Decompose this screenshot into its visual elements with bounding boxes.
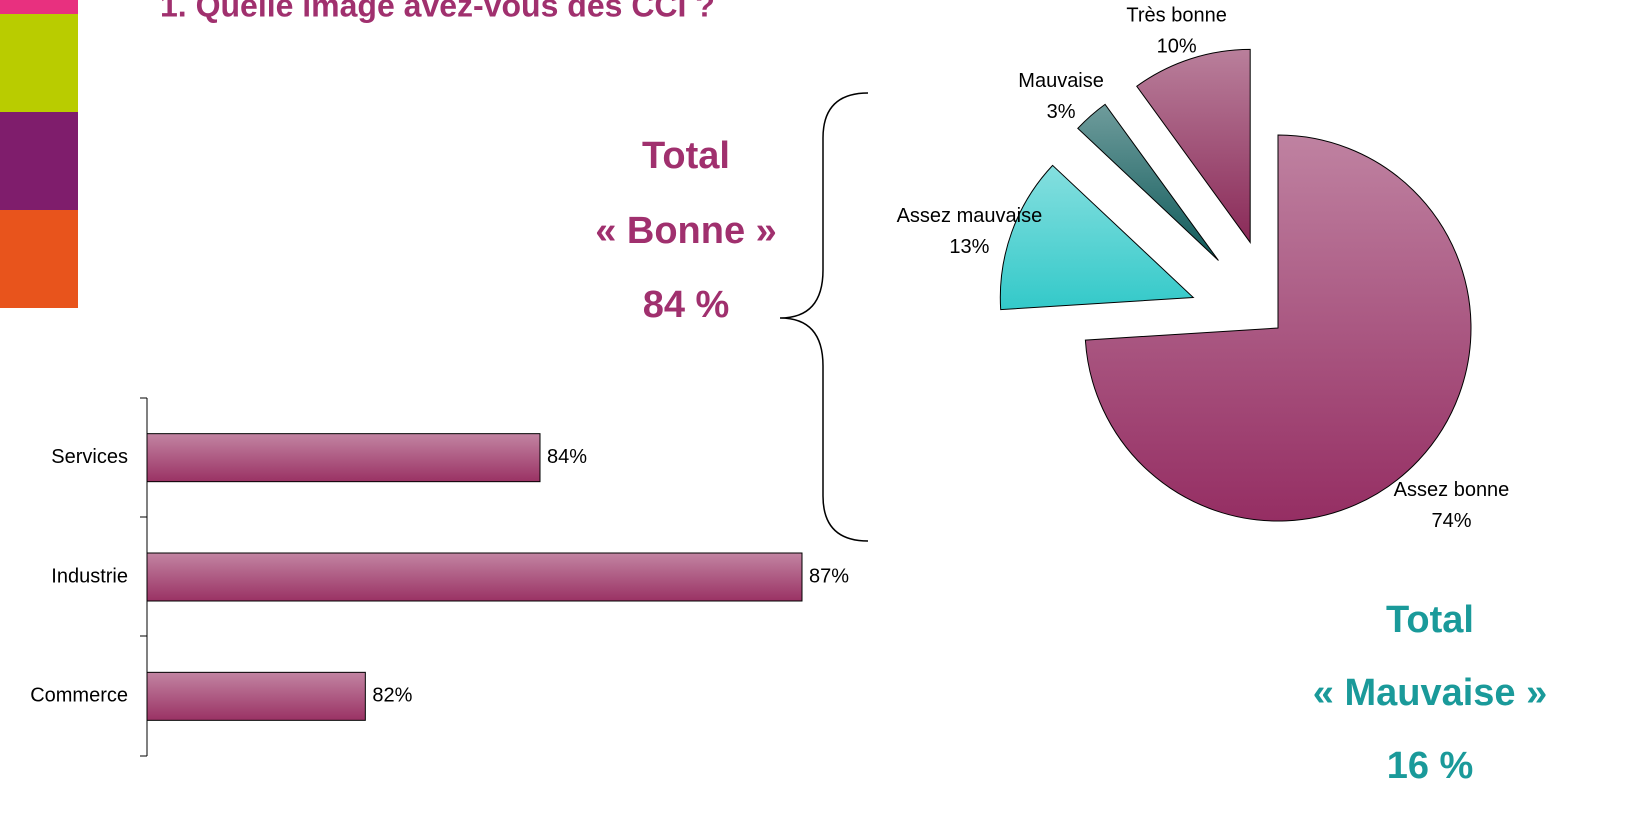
slice-value: 10%	[1157, 35, 1197, 57]
slice-value: 74%	[1431, 510, 1471, 532]
annotation: Total	[642, 135, 730, 177]
category-label: Industrie	[51, 565, 128, 587]
value-label: 87%	[809, 565, 849, 587]
stripe	[0, 112, 78, 210]
pie-slice	[1136, 48, 1251, 244]
slice-label: Très bonne	[1126, 4, 1226, 26]
category-label: Services	[51, 446, 128, 468]
annotation: 84 %	[643, 284, 730, 326]
slide-title: 1. Quelle image avez-vous des CCI ?	[160, 0, 715, 23]
annotation: 16 %	[1387, 745, 1474, 787]
bar	[146, 552, 803, 602]
pie-slice	[999, 164, 1195, 311]
stripe	[0, 210, 78, 308]
slice-label: Assez bonne	[1394, 479, 1510, 501]
pie-slice	[1077, 103, 1219, 261]
slice-label: Assez mauvaise	[897, 205, 1043, 227]
value-label: 84%	[547, 446, 587, 468]
pie-slice	[1084, 134, 1472, 522]
annotation: Total	[1386, 599, 1474, 641]
bar	[146, 671, 366, 721]
value-label: 82%	[372, 685, 412, 707]
stripe	[0, 0, 78, 14]
annotation: « Bonne »	[595, 210, 777, 252]
slice-value: 3%	[1047, 101, 1076, 123]
bar	[146, 433, 541, 483]
category-label: Commerce	[30, 685, 128, 707]
stripe	[0, 14, 78, 112]
slice-label: Mauvaise	[1018, 70, 1104, 92]
annotation: « Mauvaise »	[1313, 672, 1547, 714]
slice-value: 13%	[949, 236, 989, 258]
brace	[779, 92, 869, 542]
